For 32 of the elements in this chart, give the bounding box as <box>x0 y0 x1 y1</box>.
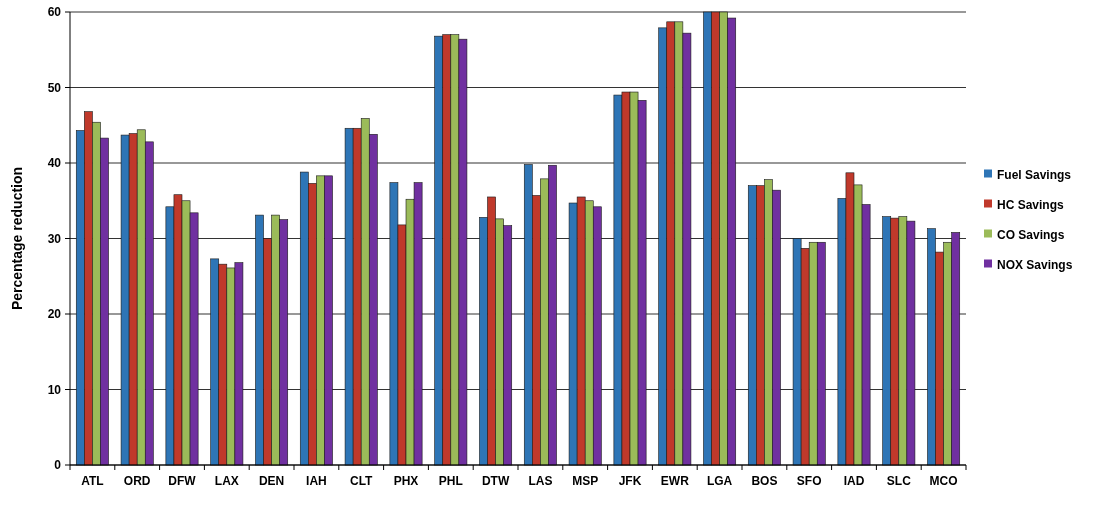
y-tick-label: 0 <box>54 458 62 473</box>
x-tick-label: LAX <box>214 474 239 488</box>
y-tick-label: 20 <box>47 307 62 322</box>
x-tick-label: DTW <box>481 474 510 488</box>
y-axis-title: Percentage reduction <box>9 166 25 311</box>
legend-label: Fuel Savings <box>997 167 1072 182</box>
x-tick-label: ATL <box>81 474 104 488</box>
x-tick-label: SLC <box>886 474 912 488</box>
x-tick-label: PHL <box>438 474 463 488</box>
x-tick-label: CLT <box>349 474 374 488</box>
legend-label: NOX Savings <box>997 257 1073 272</box>
x-tick-label: DEN <box>258 474 285 488</box>
y-tick-label: 50 <box>47 80 62 95</box>
x-tick-label: IAD <box>843 474 865 488</box>
x-tick-label: SFO <box>796 474 822 488</box>
x-tick-label: MSP <box>572 474 599 488</box>
y-tick-label: 60 <box>47 5 62 20</box>
x-tick-label: IAH <box>306 474 327 488</box>
x-tick-label: PHX <box>393 474 419 488</box>
x-tick-label: JFK <box>618 474 642 488</box>
y-tick-label: 40 <box>47 156 62 171</box>
x-tick-label: MCO <box>929 474 958 488</box>
y-tick-label: 30 <box>47 231 62 246</box>
x-tick-label: LGA <box>706 474 733 488</box>
y-tick-label: 10 <box>47 382 62 397</box>
x-tick-label: DFW <box>168 474 197 488</box>
legend-label: HC Savings <box>997 197 1065 212</box>
x-tick-label: LAS <box>528 474 553 488</box>
x-tick-label: EWR <box>660 474 690 488</box>
x-tick-label: ORD <box>123 474 151 488</box>
x-tick-label: BOS <box>751 474 778 488</box>
legend-label: CO Savings <box>997 227 1065 242</box>
